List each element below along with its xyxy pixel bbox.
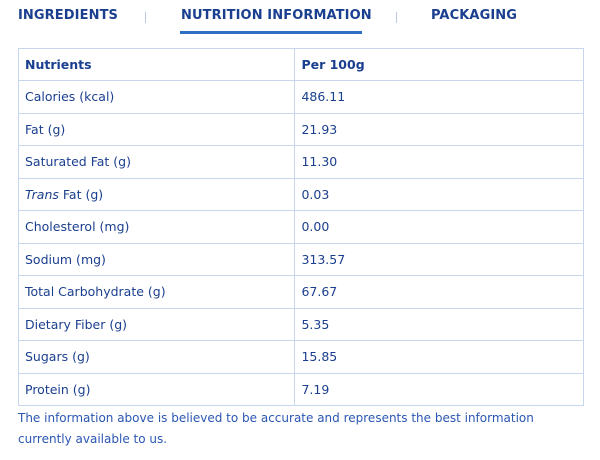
table-row: Saturated Fat (g) 11.30 [17, 145, 584, 179]
nutrient-name: Fat (g) [17, 112, 296, 146]
nutrient-name: Saturated Fat (g) [17, 145, 296, 179]
tab-packaging[interactable]: PACKAGING [431, 8, 518, 23]
tab-separator [396, 12, 397, 23]
table-header-row: Nutrients Per 100g [17, 48, 584, 81]
nutrient-value: 21.93 [294, 112, 584, 146]
nutrient-name: Sugars (g) [17, 340, 296, 374]
nutrient-name-italic: Trans [25, 186, 59, 202]
tab-ingredients[interactable]: INGREDIENTS [18, 8, 118, 23]
nutrient-name: Total Carbohydrate (g) [17, 275, 296, 309]
nutrient-name: Trans Fat (g) [17, 177, 296, 211]
table-row: Dietary Fiber (g) 5.35 [17, 307, 584, 341]
active-tab-indicator [180, 31, 362, 34]
nutrient-value: 486.11 [294, 80, 584, 114]
tab-nutrition-information[interactable]: NUTRITION INFORMATION [181, 8, 372, 23]
nutrient-value: 5.35 [294, 307, 584, 341]
tab-separator [145, 12, 146, 23]
nutrient-value: 7.19 [294, 372, 584, 406]
table-row: Sugars (g) 15.85 [17, 340, 584, 374]
table-row: Cholesterol (mg) 0.00 [17, 210, 584, 244]
table-row: Total Carbohydrate (g) 67.67 [17, 275, 584, 309]
column-header-per-100g: Per 100g [294, 48, 584, 81]
nutrient-value: 15.85 [294, 340, 584, 374]
nutrient-name: Calories (kcal) [17, 80, 296, 114]
table-row: Protein (g) 7.19 [17, 372, 584, 406]
table-row: Trans Fat (g) 0.03 [17, 177, 584, 211]
nutrient-value: 11.30 [294, 145, 584, 179]
disclaimer-note: The information above is believed to be … [18, 408, 588, 450]
disclaimer-line-2: currently available to us. [18, 432, 168, 446]
nutrient-value: 313.57 [294, 242, 584, 276]
nutrient-name-rest: Fat (g) [58, 186, 104, 202]
nutrient-name: Dietary Fiber (g) [17, 307, 296, 341]
nutrient-value: 67.67 [294, 275, 584, 309]
disclaimer-line-1: The information above is believed to be … [18, 411, 534, 425]
nutrient-value: 0.03 [294, 177, 584, 211]
table-row: Sodium (mg) 313.57 [17, 242, 584, 276]
table-row: Fat (g) 21.93 [17, 112, 584, 146]
nutrient-name: Sodium (mg) [17, 242, 296, 276]
nutrient-name: Cholesterol (mg) [17, 210, 296, 244]
nutrient-name: Protein (g) [17, 372, 296, 406]
nutrition-table: Nutrients Per 100g Calories (kcal) 486.1… [17, 48, 584, 406]
tab-bar: INGREDIENTS NUTRITION INFORMATION PACKAG… [0, 0, 600, 34]
table-row: Calories (kcal) 486.11 [17, 80, 584, 114]
nutrient-value: 0.00 [294, 210, 584, 244]
column-header-nutrients: Nutrients [17, 48, 296, 81]
